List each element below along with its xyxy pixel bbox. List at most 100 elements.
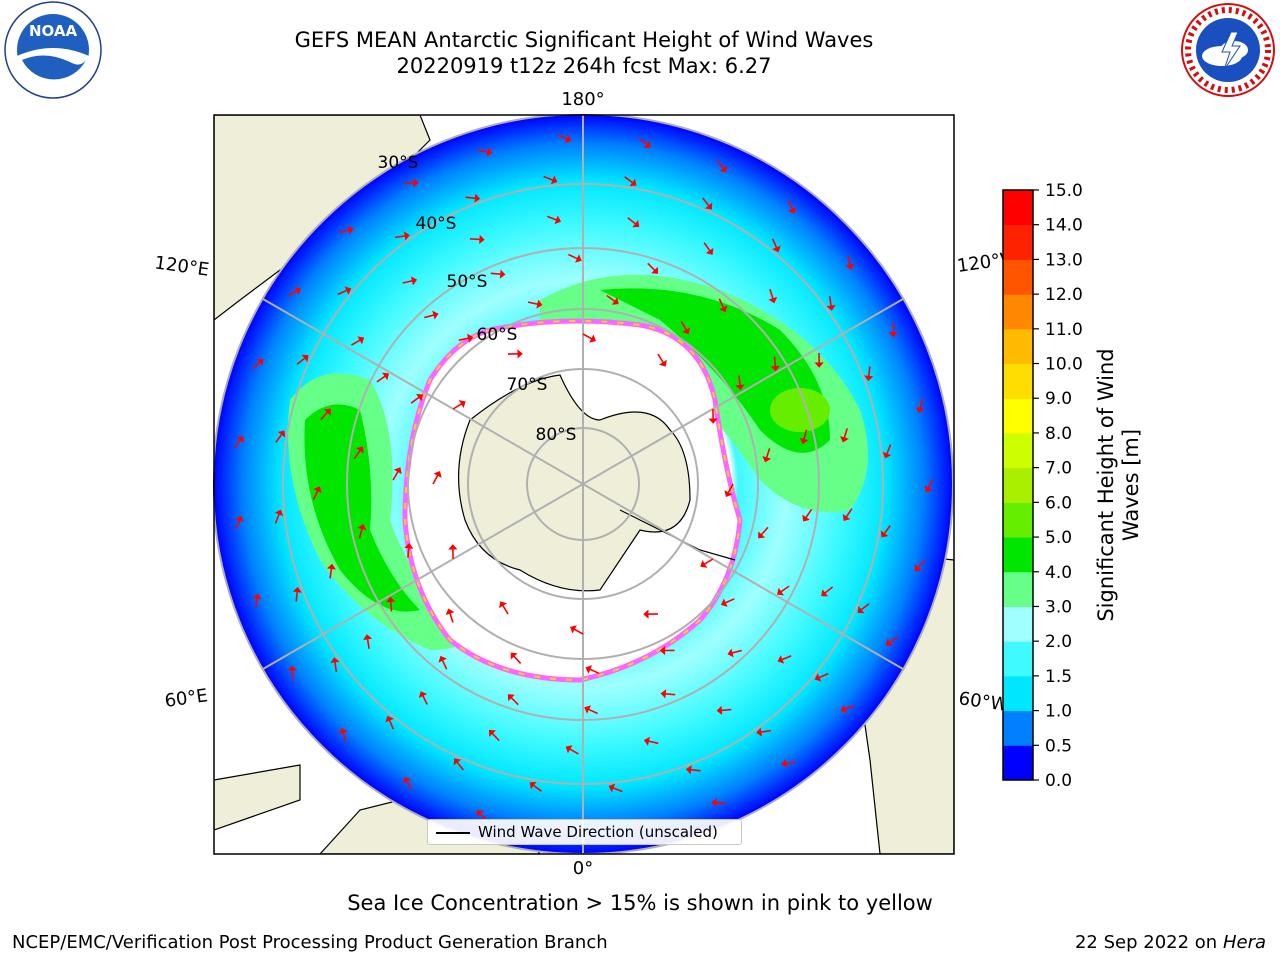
wave-vector-head — [292, 586, 302, 593]
wave-vector — [612, 787, 623, 793]
wave-vector — [589, 668, 600, 675]
wave-vector-head — [344, 286, 352, 295]
wave-vector — [422, 695, 428, 705]
wave-vector-head — [643, 140, 651, 148]
wave-vector-head — [719, 305, 728, 313]
wave-vector — [291, 670, 295, 681]
wave-vector-head — [777, 587, 784, 596]
colorbar-segment — [1003, 502, 1033, 538]
colorbar-segment — [1003, 606, 1033, 642]
date-line: 22 Sep 2022 on Hera — [1075, 932, 1266, 953]
wave-vector — [287, 290, 298, 297]
wave-vector — [490, 272, 501, 275]
colorbar-tick-label: 11.0 — [1045, 320, 1083, 340]
colorbar-tick-label: 13.0 — [1045, 250, 1083, 270]
wave-vector-head — [499, 269, 506, 279]
wave-vector — [441, 659, 448, 670]
wave-vector-head — [762, 455, 772, 463]
lon-label-top: 180° — [561, 89, 604, 110]
wave-vector — [388, 719, 395, 730]
wave-vector — [828, 296, 832, 307]
wave-direction-vectors — [234, 134, 934, 835]
wave-vector — [727, 483, 734, 494]
wave-vector — [456, 761, 464, 771]
wave-vector — [716, 160, 725, 170]
colorbar-tick-label: 0.0 — [1045, 771, 1072, 791]
wave-vector-head — [772, 245, 781, 253]
wave-vector — [787, 200, 794, 210]
wave-vector-head — [274, 509, 284, 517]
wave-vector-head — [357, 336, 365, 345]
wave-vector-head — [611, 297, 619, 305]
wave-vector — [847, 255, 851, 266]
colorbar-tick-label: 12.0 — [1045, 285, 1083, 305]
wave-vector-head — [924, 485, 933, 493]
lat-label-50s: 50°S — [447, 272, 488, 292]
wave-vector — [392, 471, 399, 481]
colorbar-tick-label: 0.5 — [1045, 736, 1072, 756]
wave-vector — [867, 366, 871, 377]
wave-vector-head — [499, 601, 507, 609]
wave-vector-head — [826, 304, 836, 311]
antarctica — [402, 318, 743, 683]
wave-vector — [724, 598, 735, 604]
wave-vector — [657, 353, 664, 364]
colorbar-tick-label: 15.0 — [1045, 181, 1083, 201]
colorbar-tick-label: 4.0 — [1045, 563, 1072, 583]
wave-vector — [358, 528, 363, 539]
wave-vector-head — [448, 544, 458, 550]
wave-vector-head — [404, 543, 414, 549]
wave-vector-head — [313, 486, 322, 494]
wave-vector — [773, 356, 777, 367]
wave-vector — [389, 601, 393, 612]
wave-vector-head — [385, 715, 394, 723]
wave-vector — [703, 558, 714, 565]
wave-vector — [546, 215, 557, 221]
wave-vector-head — [236, 435, 245, 443]
wave-vector — [353, 449, 361, 459]
wave-vector-head — [529, 781, 537, 790]
wave-vector-head — [885, 638, 893, 647]
wave-vector-head — [724, 490, 733, 497]
wave-vector-head — [629, 178, 637, 187]
wave-vector-head — [575, 254, 582, 263]
lon-label-right-lower: 60°W — [957, 688, 1009, 716]
colorbar-segment — [1003, 259, 1033, 295]
wave-vector — [532, 784, 542, 792]
wave-vector-head — [585, 665, 593, 674]
wave-vector — [557, 134, 568, 140]
wave-vector-head — [821, 589, 829, 597]
colorbar-tick-label: 2.0 — [1045, 632, 1072, 652]
wave-vector-head — [357, 523, 367, 531]
wave-vector-head — [584, 705, 591, 714]
wave-vector-head — [356, 446, 364, 454]
wave-vector — [665, 693, 676, 696]
wave-vector-head — [659, 359, 667, 367]
wave-vector-head — [550, 175, 558, 185]
wave-vector-head — [682, 327, 691, 335]
wave-vector — [765, 448, 771, 459]
wave-vector-head — [403, 776, 411, 784]
colorbar-tick-label: 5.0 — [1045, 528, 1072, 548]
wave-vector — [402, 279, 413, 284]
wave-vector-head — [914, 564, 922, 572]
wave-vector — [860, 603, 870, 611]
lat-label-40s: 40°S — [416, 214, 457, 234]
wave-vector — [449, 612, 454, 623]
wave-vector-head — [589, 334, 596, 343]
wave-vector — [254, 598, 258, 609]
wave-vector — [731, 649, 742, 654]
wave-vector — [638, 137, 648, 146]
wave-vector — [458, 337, 469, 342]
legend-line-icon — [436, 832, 470, 834]
wave-vector — [502, 604, 509, 615]
nws-logo-icon — [1181, 3, 1275, 97]
colorbar-segment — [1003, 467, 1033, 503]
wave-vector-head — [277, 430, 286, 438]
wave-vector-head — [705, 247, 714, 255]
wave-vector — [760, 526, 769, 536]
wave-vector — [803, 429, 808, 440]
wave-vector-head — [453, 758, 461, 766]
colorbar-frame — [1002, 189, 1034, 781]
colorbar-segment — [1003, 432, 1033, 469]
